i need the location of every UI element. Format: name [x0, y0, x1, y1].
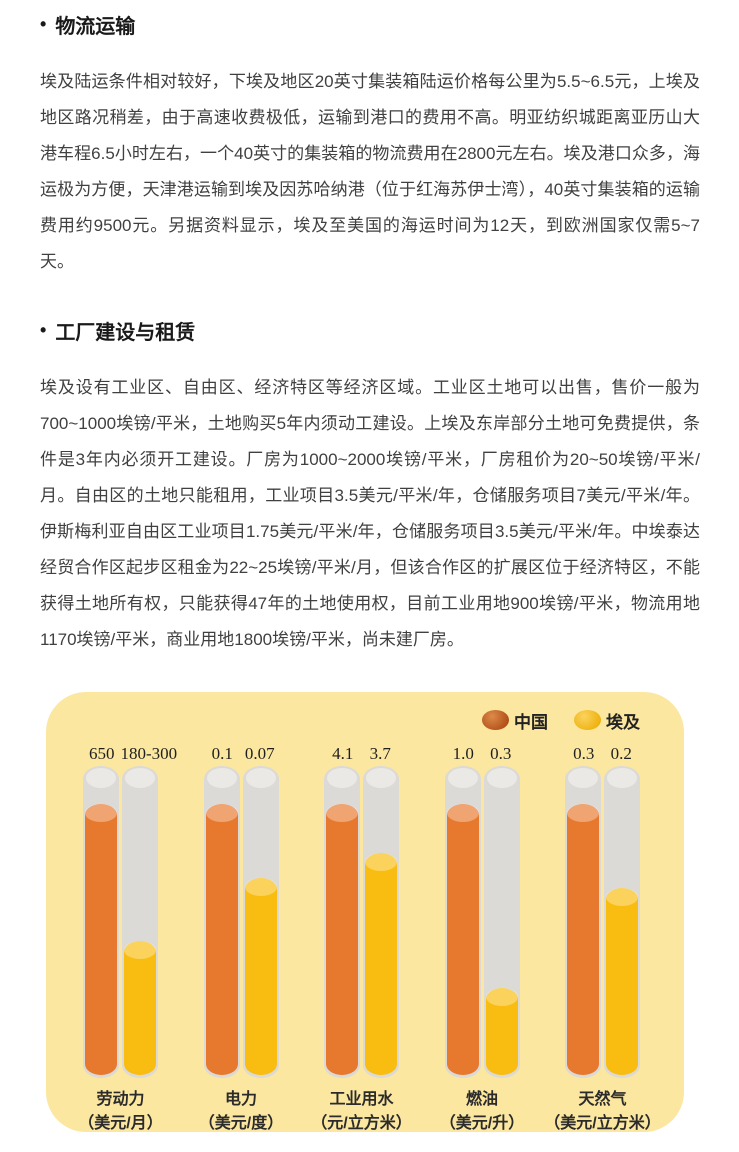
- tube-egypt: [363, 766, 399, 1078]
- value-labels: 650 180-300: [83, 740, 178, 764]
- legend-label-china: 中国: [514, 712, 548, 732]
- chart-groups: 650 180-300 劳动力 （美元/月） 0.1 0.07 电力 （美元/度） 4.1 3.7…: [78, 740, 660, 1132]
- value-label-egypt: 180-300: [120, 744, 178, 763]
- legend-label-egypt: 埃及: [606, 712, 640, 732]
- category-unit: （元/立方米）: [311, 1115, 412, 1132]
- value-label-china: 4.1: [332, 744, 354, 763]
- tube-pair: [444, 766, 520, 1078]
- tube-pair: [83, 766, 158, 1078]
- value-label-egypt: 3.7: [369, 744, 391, 763]
- paragraph-logistics: 埃及陆运条件相对较好，下埃及地区20英寸集装箱陆运价格每公里为5.5~6.5元，…: [40, 72, 700, 271]
- value-label-china: 650: [89, 744, 115, 763]
- fill-top-cap: [85, 803, 117, 822]
- tube-china: [83, 766, 119, 1078]
- fill-egypt: [365, 853, 397, 1075]
- fill-china: [85, 803, 117, 1075]
- value-label-china: 0.1: [211, 744, 233, 763]
- tube-china: [324, 766, 360, 1078]
- tube-egypt: [122, 766, 158, 1078]
- category-name: 天然气: [578, 1091, 627, 1108]
- category-unit: （美元/月）: [78, 1115, 163, 1132]
- category-unit: （美元/升）: [439, 1115, 525, 1132]
- tube-china: [203, 766, 240, 1078]
- value-label-china: 1.0: [452, 744, 474, 763]
- fill-china: [446, 803, 479, 1075]
- tube-china: [565, 766, 601, 1078]
- category-label: 工业用水 （元/立方米）: [311, 1088, 411, 1132]
- bullet-icon: •: [40, 320, 47, 340]
- category-name: 劳动力: [96, 1091, 145, 1108]
- category-name: 电力: [224, 1091, 258, 1108]
- fill-china: [326, 803, 358, 1075]
- category-label: 电力 （美元/度）: [199, 1088, 283, 1132]
- section-title-logistics: 物流运输: [55, 16, 136, 38]
- tube-china: [444, 766, 481, 1078]
- value-labels: 1.0 0.3: [445, 740, 520, 764]
- tube-pair: [203, 766, 279, 1078]
- tube-egypt: [483, 766, 520, 1078]
- fill-top-cap: [244, 878, 277, 897]
- legend-swatch-egypt-icon: [574, 710, 601, 730]
- fill-china: [205, 803, 238, 1075]
- value-labels: 0.3 0.2: [565, 740, 640, 764]
- section-title-factory: 工厂建设与租赁: [55, 322, 196, 344]
- category-label: 燃油 （美元/升）: [440, 1088, 524, 1132]
- fill-egypt: [606, 887, 638, 1075]
- bullet-icon: •: [40, 14, 47, 34]
- cost-comparison-chart: 中国 埃及 650 180-300 劳动力 （美元/月） 0.1 0.07 电力 （美元/度） 4…: [46, 692, 684, 1132]
- value-labels: 0.1 0.07: [204, 740, 279, 764]
- fill-egypt: [124, 940, 156, 1075]
- value-label-china: 0.3: [573, 744, 595, 763]
- tube-pair: [324, 766, 399, 1078]
- bar-group: 0.1 0.07 电力 （美元/度）: [199, 740, 283, 1132]
- category-label: 天然气 （美元/立方米）: [544, 1088, 660, 1132]
- fill-egypt: [485, 987, 518, 1075]
- fill-top-cap: [124, 940, 156, 959]
- tube-egypt: [604, 766, 640, 1078]
- category-unit: （美元/立方米）: [544, 1115, 661, 1132]
- fill-top-cap: [567, 803, 599, 822]
- value-label-egypt: 0.07: [244, 744, 275, 763]
- fill-china: [567, 803, 599, 1075]
- value-label-egypt: 0.3: [490, 744, 512, 763]
- legend-item-china: 中国: [482, 708, 548, 733]
- bar-group: 650 180-300 劳动力 （美元/月）: [78, 740, 178, 1132]
- bar-group: 1.0 0.3 燃油 （美元/升）: [440, 740, 524, 1132]
- bar-group: 4.1 3.7 工业用水 （元/立方米）: [311, 740, 411, 1132]
- section-heading-logistics: • 物流运输: [40, 10, 700, 39]
- value-label-egypt: 0.2: [610, 744, 632, 763]
- bar-group: 0.3 0.2 天然气 （美元/立方米）: [544, 740, 660, 1132]
- category-label: 劳动力 （美元/月）: [78, 1088, 162, 1132]
- section-heading-factory: • 工厂建设与租赁: [40, 316, 700, 345]
- fill-top-cap: [606, 887, 638, 906]
- legend-item-egypt: 埃及: [574, 708, 640, 733]
- category-name: 工业用水: [329, 1091, 394, 1108]
- value-labels: 4.1 3.7: [324, 740, 399, 764]
- fill-top-cap: [205, 803, 238, 822]
- tube-egypt: [242, 766, 279, 1078]
- category-name: 燃油: [465, 1091, 499, 1108]
- tube-pair: [565, 766, 640, 1078]
- fill-top-cap: [326, 803, 358, 822]
- paragraph-factory: 埃及设有工业区、自由区、经济特区等经济区域。工业区土地可以出售，售价一般为700…: [40, 378, 700, 649]
- legend-swatch-china-icon: [482, 710, 509, 730]
- category-unit: （美元/度）: [198, 1115, 284, 1132]
- fill-egypt: [244, 878, 277, 1075]
- chart-legend: 中国 埃及: [83, 708, 640, 732]
- fill-top-cap: [485, 987, 518, 1006]
- fill-top-cap: [365, 853, 397, 872]
- fill-top-cap: [446, 803, 479, 822]
